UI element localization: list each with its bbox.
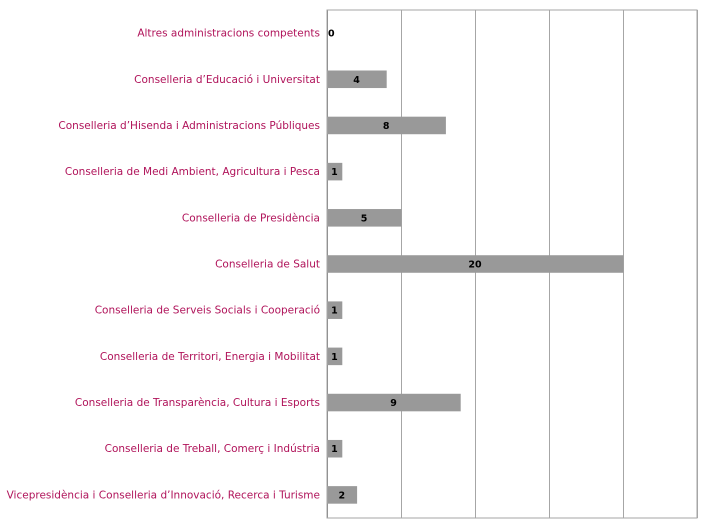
value-label-6: 1 — [331, 306, 338, 317]
plot-area-frame — [326, 9, 698, 519]
bar-7 — [327, 347, 343, 366]
value-label-8: 9 — [390, 398, 397, 409]
value-label-0: 0 — [328, 29, 335, 40]
category-label-10: Vicepresidència i Conselleria d’Innovaci… — [7, 489, 320, 501]
value-label-2: 8 — [383, 121, 390, 132]
category-label-7: Conselleria de Territori, Energia i Mobi… — [100, 351, 320, 363]
value-label-3: 1 — [331, 167, 338, 178]
value-label-10: 2 — [338, 490, 345, 501]
category-label-8: Conselleria de Transparència, Cultura i … — [75, 397, 320, 409]
bar-5 — [327, 255, 624, 273]
bar-4 — [327, 209, 402, 227]
bars — [327, 70, 624, 504]
category-label-5: Conselleria de Salut — [215, 259, 320, 271]
bar-8 — [327, 393, 461, 412]
value-label-5: 20 — [468, 260, 482, 271]
category-labels: Altres administracions competents Consell… — [7, 28, 320, 502]
value-labels: 0 4 8 1 5 20 1 1 9 1 2 — [328, 29, 482, 502]
category-label-3: Conselleria de Medi Ambient, Agricultura… — [65, 166, 320, 178]
category-label-9: Conselleria de Treball, Comerç i Indústr… — [105, 443, 320, 455]
bar-10 — [327, 486, 358, 504]
bar-2 — [327, 116, 446, 135]
category-label-4: Conselleria de Presidència — [182, 212, 320, 224]
category-label-0: Altres administracions competents — [137, 28, 320, 40]
value-label-1: 4 — [353, 75, 360, 86]
bar-3 — [327, 162, 343, 181]
bar-9 — [327, 439, 343, 458]
category-label-6: Conselleria de Serveis Socials i Coopera… — [95, 305, 320, 317]
bar-6 — [327, 301, 343, 319]
category-label-1: Conselleria d’Educació i Universitat — [134, 74, 320, 86]
category-label-2: Conselleria d’Hisenda i Administracions … — [58, 120, 320, 132]
bar-1 — [327, 70, 387, 89]
value-label-4: 5 — [361, 213, 368, 224]
value-label-7: 1 — [331, 352, 338, 363]
value-label-9: 1 — [331, 444, 338, 455]
